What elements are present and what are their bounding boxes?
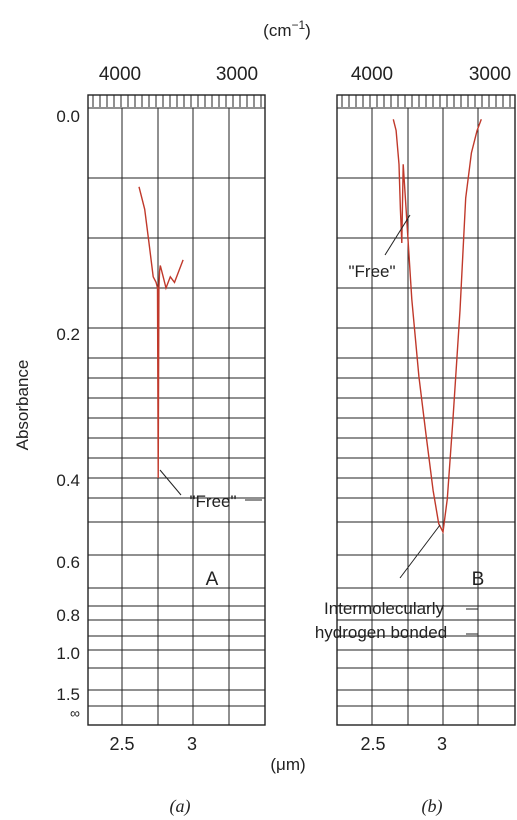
top-axis-unit: (cm−1)	[263, 18, 311, 40]
y-tick-0: 0.0	[56, 107, 80, 126]
panel-a-spectrum-line	[138, 186, 184, 479]
panel-frame	[87, 94, 266, 726]
panel-a-label: A	[206, 569, 219, 590]
panel-a-grid	[87, 94, 266, 726]
panel-a: 4000 3000 "Free" A 2.5 3 (a)	[87, 64, 266, 817]
panel-b-free-annotation: "Free"	[348, 262, 395, 281]
y-tick-labels: 0.0 0.2 0.4 0.6 0.8 1.0 1.5 ∞	[56, 107, 80, 721]
panel-b-spectrum-line	[392, 119, 482, 535]
panel-b-hbond-annotation-line2: hydrogen bonded	[315, 623, 447, 642]
bottom-axis-unit: (μm)	[270, 755, 305, 774]
panel-a-bottom-tick-3: 3	[187, 734, 197, 754]
panel-b-top-tick-3000: 3000	[469, 64, 511, 85]
panel-b: 4000 3000 "Free" B Intermolecularly hydr…	[315, 64, 516, 817]
panel-b-free-leader	[384, 214, 411, 256]
y-tick-3: 0.6	[56, 553, 80, 572]
y-axis-label: Absorbance	[13, 360, 32, 451]
panel-b-bottom-tick-3: 3	[437, 734, 447, 754]
y-tick-4: 0.8	[56, 606, 80, 625]
panel-b-hbond-leader	[399, 524, 441, 579]
panel-a-top-tick-3000: 3000	[216, 64, 258, 85]
panel-b-hbond-annotation-line1: Intermolecularly	[324, 599, 444, 618]
y-tick-7: ∞	[70, 705, 80, 721]
panel-a-caption: (a)	[170, 796, 191, 817]
y-tick-2: 0.4	[56, 471, 80, 490]
y-tick-5: 1.0	[56, 644, 80, 663]
y-tick-1: 0.2	[56, 325, 80, 344]
panel-b-bottom-tick-2-5: 2.5	[360, 734, 385, 754]
panel-a-top-tick-4000: 4000	[99, 64, 141, 85]
panel-b-grid	[336, 94, 516, 726]
y-tick-6: 1.5	[56, 685, 80, 704]
panel-b-top-tick-4000: 4000	[351, 64, 393, 85]
panel-a-bottom-tick-2-5: 2.5	[109, 734, 134, 754]
panel-a-free-leader	[159, 469, 182, 496]
panel-b-label: B	[472, 569, 485, 590]
panel-b-caption: (b)	[422, 796, 443, 817]
panel-a-free-annotation: "Free"	[189, 492, 236, 511]
